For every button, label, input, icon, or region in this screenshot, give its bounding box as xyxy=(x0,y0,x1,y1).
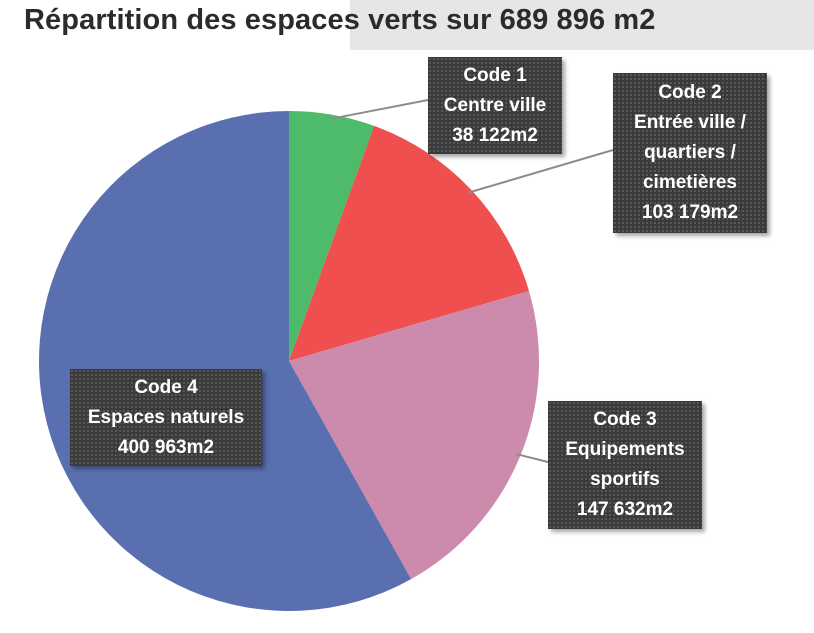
slice-label-line: 147 632m2 xyxy=(576,499,674,520)
slice-label-line: Entrée ville / xyxy=(634,112,746,133)
slice-label-line: sportifs xyxy=(590,469,660,490)
pie-slice-code-1 xyxy=(289,111,375,361)
slice-label-line: Equipements xyxy=(565,439,685,460)
slice-label-line: quartiers / xyxy=(644,142,736,163)
slice-label-line: cimetières xyxy=(642,172,737,193)
slice-label-line: 103 179m2 xyxy=(641,202,739,223)
slice-label-line: Espaces naturels xyxy=(87,406,245,428)
pie-slice-code-3 xyxy=(289,290,539,580)
slice-label-line: Code 4 xyxy=(134,376,198,398)
slice-label-line: Centre ville xyxy=(443,94,547,116)
slice-label-line: 38 122m2 xyxy=(452,124,538,146)
leader-line-code-2 xyxy=(468,149,614,194)
chart-title: Répartition des espaces verts sur 689 89… xyxy=(24,4,656,36)
slice-label-line: Code 1 xyxy=(463,64,527,86)
leader-line-code-1 xyxy=(331,99,429,120)
slice-label-line: 400 963m2 xyxy=(117,436,215,458)
pie-slice-code-4 xyxy=(39,111,412,611)
pie-slice-code-2 xyxy=(289,125,529,361)
slice-label-line: Code 2 xyxy=(658,82,722,103)
slice-label-line: Code 3 xyxy=(593,409,657,430)
label-code-1: Code 1 Centre ville 38 122m2 xyxy=(428,57,562,154)
label-code-4: Code 4 Espaces naturels 400 963m2 xyxy=(70,369,262,466)
title-band xyxy=(350,0,814,50)
label-code-2: Code 2 Entrée ville / quartiers / cimetière… xyxy=(613,73,767,233)
leader-line-code-3 xyxy=(516,453,549,463)
label-code-3: Code 3 Equipements sportifs 147 632m2 xyxy=(548,401,702,529)
